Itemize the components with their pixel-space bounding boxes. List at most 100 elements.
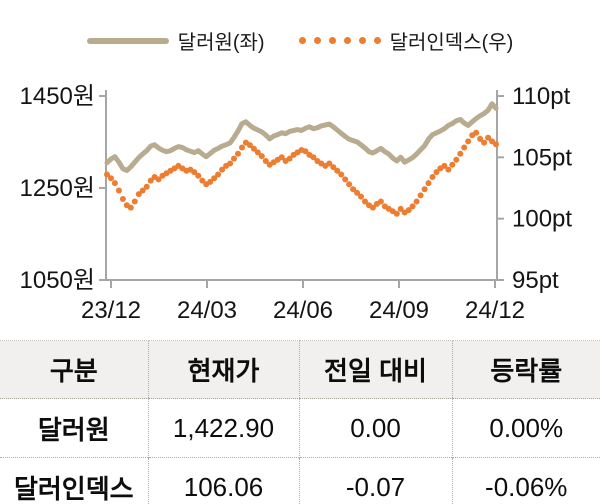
x-axis-label: 24/06 bbox=[273, 297, 333, 324]
dollar-index-series-dot bbox=[477, 135, 484, 142]
header-change-rate: 등락률 bbox=[451, 340, 600, 399]
table-row-dollar-index: 달러인덱스 106.06 -0.07 -0.06% bbox=[0, 457, 600, 504]
x-axis-label: 23/12 bbox=[81, 297, 141, 324]
dollar-index-series-dot bbox=[143, 183, 150, 190]
dollar-index-series-dot bbox=[211, 175, 218, 182]
usdkrw-change-pct: 0.00% bbox=[451, 398, 600, 458]
dollar-index-series-dot bbox=[155, 176, 162, 183]
dollar-index-series-dot bbox=[481, 139, 488, 146]
dollar-index-series-dot bbox=[235, 150, 241, 157]
dollar-index-series-dot bbox=[377, 198, 384, 205]
dollar-index-series-dot bbox=[445, 166, 452, 173]
dollar-index-series-dot bbox=[342, 176, 349, 183]
dollar-index-series-dot bbox=[421, 186, 428, 193]
x-axis-label: 24/09 bbox=[369, 297, 429, 324]
dollar-index-series-dot bbox=[493, 141, 499, 148]
dollar-index-series-dot bbox=[219, 166, 226, 173]
dollar-index-series-dot bbox=[104, 171, 110, 178]
dollar-index-series-dot bbox=[473, 129, 480, 136]
dollar-index-dots-marker bbox=[298, 37, 381, 44]
dollar-index-series-dot bbox=[254, 149, 261, 156]
dollar-index-series-dot bbox=[441, 162, 448, 169]
legend-item-dollar-index: 달러인덱스(우) bbox=[298, 26, 514, 55]
dollar-index-series-dot bbox=[417, 192, 424, 199]
dollar-index-change-pct: -0.06% bbox=[451, 457, 600, 504]
dollar-index-series-dot bbox=[338, 171, 345, 178]
dollar-index-series-dot bbox=[334, 167, 341, 174]
dollar-index-series-dot bbox=[346, 181, 353, 188]
y-axis-right-label: 100pt bbox=[512, 206, 572, 233]
y-axis-left-label: 1450원 bbox=[20, 83, 95, 110]
dollar-index-series-dot bbox=[199, 177, 206, 184]
dollar-index-series-dot bbox=[453, 156, 460, 163]
dollar-index-series-dot bbox=[350, 186, 357, 193]
dollar-index-series-dot bbox=[362, 198, 368, 205]
dollar-index-change: -0.07 bbox=[298, 457, 452, 504]
usdkrw-change: 0.00 bbox=[298, 398, 452, 458]
legend-item-usdkrw: 달러원(좌) bbox=[86, 26, 265, 55]
table-header-row: 구분 현재가 전일 대비 등락률 bbox=[0, 340, 600, 399]
dollar-index-series-dot bbox=[433, 169, 440, 176]
dollar-index-series-dot bbox=[207, 178, 214, 185]
dollar-index-series-dot bbox=[393, 210, 400, 217]
table-row-usdkrw: 달러원 1,422.90 0.00 0.00% bbox=[0, 398, 600, 458]
dollar-index-series-dot bbox=[227, 160, 234, 167]
dollar-index-series-dot bbox=[147, 177, 154, 184]
dollar-index-series-dot bbox=[425, 180, 432, 187]
dollar-index-series-dot bbox=[310, 154, 317, 161]
dollar-index-series-dot bbox=[429, 174, 436, 180]
fx-line-chart: 1450원 1250원 1050원 110pt 105pt 100pt 95pt 23/12 2… bbox=[20, 83, 573, 324]
legend-label-dollar-index: 달러인덱스(우) bbox=[389, 32, 514, 54]
header-category: 구분 bbox=[0, 340, 148, 399]
dollar-index-series-dot bbox=[302, 148, 309, 155]
dollar-index-series-dot bbox=[191, 169, 198, 176]
dollar-index-series-dot bbox=[111, 180, 118, 187]
dollar-index-series-dot bbox=[258, 153, 265, 160]
dollar-index-series-dot bbox=[139, 187, 146, 194]
y-axis-right-label: 110pt bbox=[512, 83, 571, 110]
dollar-index-series-dot bbox=[354, 189, 361, 196]
dollar-index-series-dot bbox=[485, 134, 492, 141]
dollar-index-series-dot bbox=[409, 203, 416, 210]
dollar-index-series-dot bbox=[286, 155, 293, 162]
y-axis-left-label: 1050원 bbox=[20, 267, 95, 294]
dollar-index-series-dot bbox=[115, 187, 122, 194]
dollar-index-series-dot bbox=[326, 160, 333, 167]
dollar-index-series-dot bbox=[413, 198, 420, 205]
header-day-change: 전일 대비 bbox=[298, 340, 452, 399]
dollar-index-series-dot bbox=[465, 138, 472, 145]
x-axis-label: 24/12 bbox=[465, 297, 525, 324]
dollar-index-series-dot bbox=[195, 172, 202, 179]
header-current-price: 현재가 bbox=[147, 340, 299, 399]
fx-summary-table: 구분 현재가 전일 대비 등락률 달러원 1,422.90 0.00 0.00%… bbox=[0, 340, 600, 504]
dollar-index-series-dot bbox=[239, 144, 245, 151]
dollar-index-series-dot bbox=[278, 154, 285, 161]
x-axis-label: 24/03 bbox=[177, 297, 237, 324]
y-axis-left-label: 1250원 bbox=[20, 175, 95, 202]
dollar-index-series-dot bbox=[246, 142, 253, 149]
y-axis-right-label: 105pt bbox=[512, 144, 572, 171]
usdkrw-line-marker bbox=[86, 37, 169, 44]
dollar-index-series-dot bbox=[405, 207, 412, 214]
dollar-index-current: 106.06 bbox=[147, 457, 299, 504]
legend-label-usdkrw: 달러원(좌) bbox=[177, 32, 265, 54]
dollar-index-series-dot bbox=[461, 144, 468, 151]
dollar-index-series-dot bbox=[215, 171, 222, 178]
dollar-index-series-dot bbox=[135, 191, 142, 198]
dollar-index-series-dot bbox=[262, 158, 269, 164]
dollar-index-series-dot bbox=[457, 150, 464, 157]
dollar-index-series-dot bbox=[330, 164, 337, 171]
usdkrw-current: 1,422.90 bbox=[147, 398, 299, 458]
dollar-index-series-dot bbox=[250, 145, 257, 152]
dollar-index-series-dot bbox=[127, 204, 134, 211]
usdkrw-series-line bbox=[104, 101, 499, 173]
dollar-index-series-dot bbox=[231, 155, 237, 162]
dollar-index-series-dot bbox=[358, 193, 364, 200]
dollar-index-series-dot bbox=[108, 175, 114, 182]
usdkrw-label: 달러원 bbox=[37, 414, 110, 445]
dollar-index-series-dot bbox=[369, 204, 376, 211]
dollar-index-series-dot bbox=[119, 196, 126, 202]
y-axis-right-label: 95pt bbox=[512, 267, 559, 294]
dollar-index-label: 달러인덱스 bbox=[0, 457, 148, 504]
